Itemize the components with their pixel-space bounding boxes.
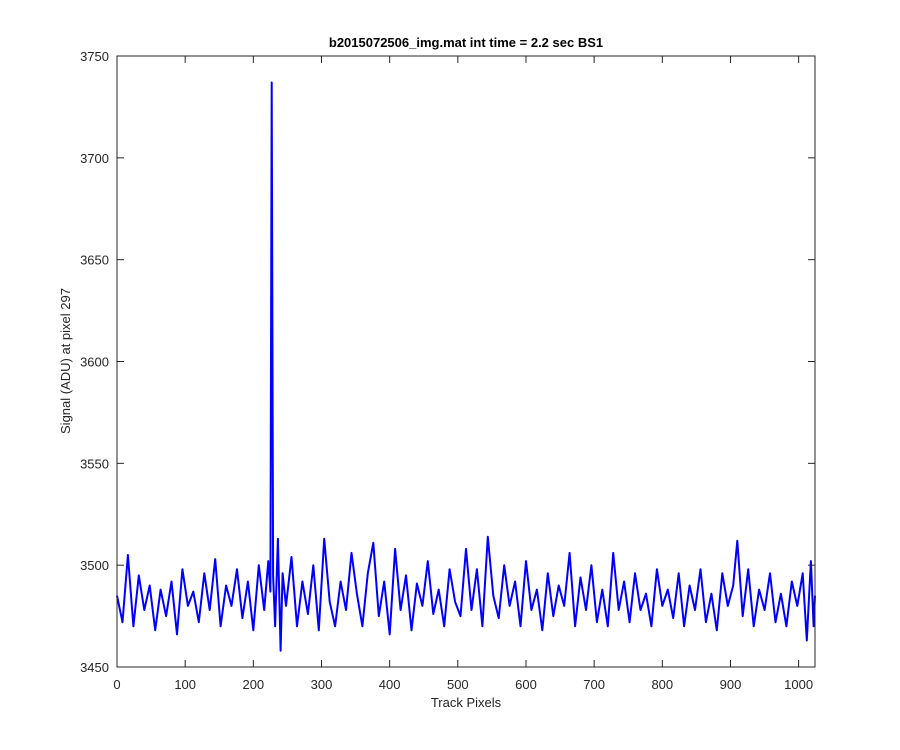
- y-tick-label: 3650: [80, 253, 109, 268]
- x-tick-label: 1000: [784, 677, 813, 692]
- series-line-0: [116, 81, 816, 652]
- y-axis-label: Signal (ADU) at pixel 297: [58, 288, 73, 434]
- x-tick-label: 700: [583, 677, 605, 692]
- x-tick-label: 600: [515, 677, 537, 692]
- x-tick-label: 100: [174, 677, 196, 692]
- y-tick-label: 3550: [80, 456, 109, 471]
- x-tick-label: 500: [447, 677, 469, 692]
- x-tick-label: 300: [311, 677, 333, 692]
- y-tick-label: 3450: [80, 660, 109, 675]
- x-tick-label: 0: [113, 677, 120, 692]
- x-tick-label: 200: [242, 677, 264, 692]
- y-tick-label: 3600: [80, 355, 109, 370]
- x-tick-label: 400: [379, 677, 401, 692]
- plot-area: [117, 56, 815, 667]
- x-axis-label: Track Pixels: [431, 695, 502, 710]
- y-tick-label: 3700: [80, 151, 109, 166]
- y-tick-label: 3500: [80, 558, 109, 573]
- x-tick-label: 900: [720, 677, 742, 692]
- chart-title: b2015072506_img.mat int time = 2.2 sec B…: [329, 35, 603, 50]
- y-tick-label: 3750: [80, 49, 109, 64]
- x-tick-label: 800: [651, 677, 673, 692]
